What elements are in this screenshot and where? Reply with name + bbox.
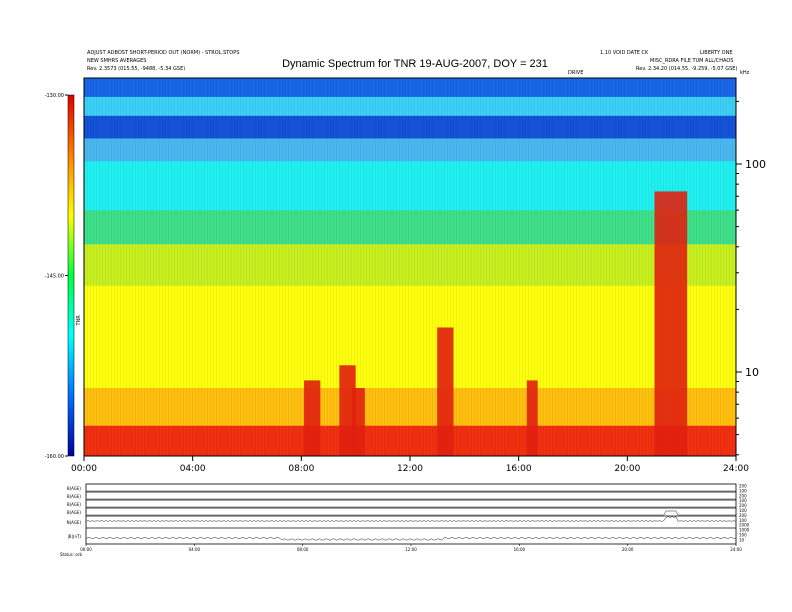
panel-x-tick-label-2: 08:00 — [297, 547, 309, 552]
panel-x-tick-label-5: 20:00 — [622, 547, 634, 552]
panel-label-1: B(AGE) — [67, 494, 82, 499]
panel-right-tick-11: 10 — [739, 537, 745, 542]
panel-right-tick-6: 200 — [739, 513, 747, 518]
header-right-line1: 1.10 VOID DATE CK — [600, 50, 649, 56]
x-tick-label-6: 24:00 — [723, 464, 749, 474]
x-tick-label-2: 08:00 — [288, 464, 314, 474]
header-right-line2: LIBERTY ONE — [700, 50, 733, 56]
x-tick-label-4: 16:00 — [506, 464, 532, 474]
x-tick-label-0: 00:00 — [71, 464, 97, 474]
panel-x-tick-label-3: 12:00 — [405, 547, 417, 552]
panel-label-0: B(AGE) — [67, 486, 82, 491]
panel-right-tick-9: 1000 — [739, 528, 750, 533]
spectrum-texture — [84, 78, 736, 456]
x-tick-label-5: 20:00 — [614, 464, 640, 474]
burst-3 — [437, 327, 454, 456]
panel-frame — [85, 483, 737, 545]
y-tick-label-0: 100 — [745, 158, 766, 171]
spectrogram-area — [84, 78, 736, 457]
colorbar-gradient — [67, 94, 75, 457]
panel-trace-5 — [85, 536, 737, 541]
panel-right-tick-10: 100 — [739, 533, 747, 538]
panel-label-4: N(AGE) — [67, 520, 82, 525]
panel-trace-3 — [86, 510, 736, 516]
panel-label-5: |B|(nT) — [67, 534, 81, 539]
panel-right-tick-3: 100 — [739, 498, 747, 503]
panel-right-tick-1: 100 — [739, 488, 747, 493]
colorbar: -130.00 -145.00 -160.00 TNR — [45, 93, 82, 460]
x-tick-label-1: 04:00 — [180, 464, 206, 474]
panel-footer: Status: orb — [60, 552, 82, 557]
burst-5 — [654, 191, 688, 456]
header-left-line3: Rev. 2.3573 (015.55, -9488, -5.34 GSE) — [87, 66, 186, 72]
panel-right-tick-4: 200 — [739, 503, 747, 508]
magnetometer-panels: B(AGE) B(AGE) B(AGE) B(AGE) N(AGE) |B|(nT) 200… — [60, 484, 750, 558]
colorbar-tick-label-2: -160.00 — [45, 454, 64, 460]
panel-x-tick-label-1: 04:00 — [189, 547, 201, 552]
header-left-line1: ADJUST ADBOST SHORT-PERIOD OUT (NORM) - … — [87, 50, 240, 56]
colorbar-tick-label-0: -130.00 — [45, 93, 64, 99]
chart-title: Dynamic Spectrum for TNR 19-AUG-2007, DO… — [282, 58, 548, 70]
main-axes: 00:00 04:00 08:00 12:00 16:00 20:00 24:00 100 10 — [71, 77, 766, 474]
panel-x-tick-label-0: 00:00 — [80, 547, 92, 552]
header-right-corner: kHz — [740, 70, 750, 76]
panel-right-tick-7: 100 — [739, 518, 747, 523]
header-left-line2: NEW SMHRS AVERAGES — [87, 58, 147, 64]
panel-right-tick-5: 100 — [739, 508, 747, 513]
burst-2 — [351, 387, 365, 456]
header-right-line4: Rev. 2.34.20 (014.55, -9.259, -5.07 GSE) — [636, 66, 738, 72]
x-tick-label-3: 12:00 — [397, 464, 423, 474]
y-tick-label-1: 10 — [745, 366, 759, 379]
panel-x-tick-label-4: 16:00 — [514, 547, 526, 552]
panel-right-tick-8: 2000 — [739, 523, 750, 528]
panel-label-3: B(AGE) — [67, 510, 82, 515]
colorbar-label: TNR — [76, 315, 82, 327]
panel-x-tick-label-6: 24:00 — [730, 547, 742, 552]
panel-right-tick-2: 200 — [739, 493, 747, 498]
panel-label-2: B(AGE) — [67, 502, 82, 507]
burst-1 — [339, 365, 356, 456]
header-right-line3: MISC_RDRA FILE TUM ALL/CHAOS — [650, 58, 734, 64]
colorbar-tick-label-1: -145.00 — [45, 274, 64, 280]
panel-trace-4 — [85, 515, 737, 523]
burst-0 — [304, 380, 321, 456]
header-right-mid-label: DRIVE — [568, 70, 584, 76]
burst-4 — [526, 380, 538, 456]
panel-right-tick-0: 200 — [739, 484, 747, 489]
